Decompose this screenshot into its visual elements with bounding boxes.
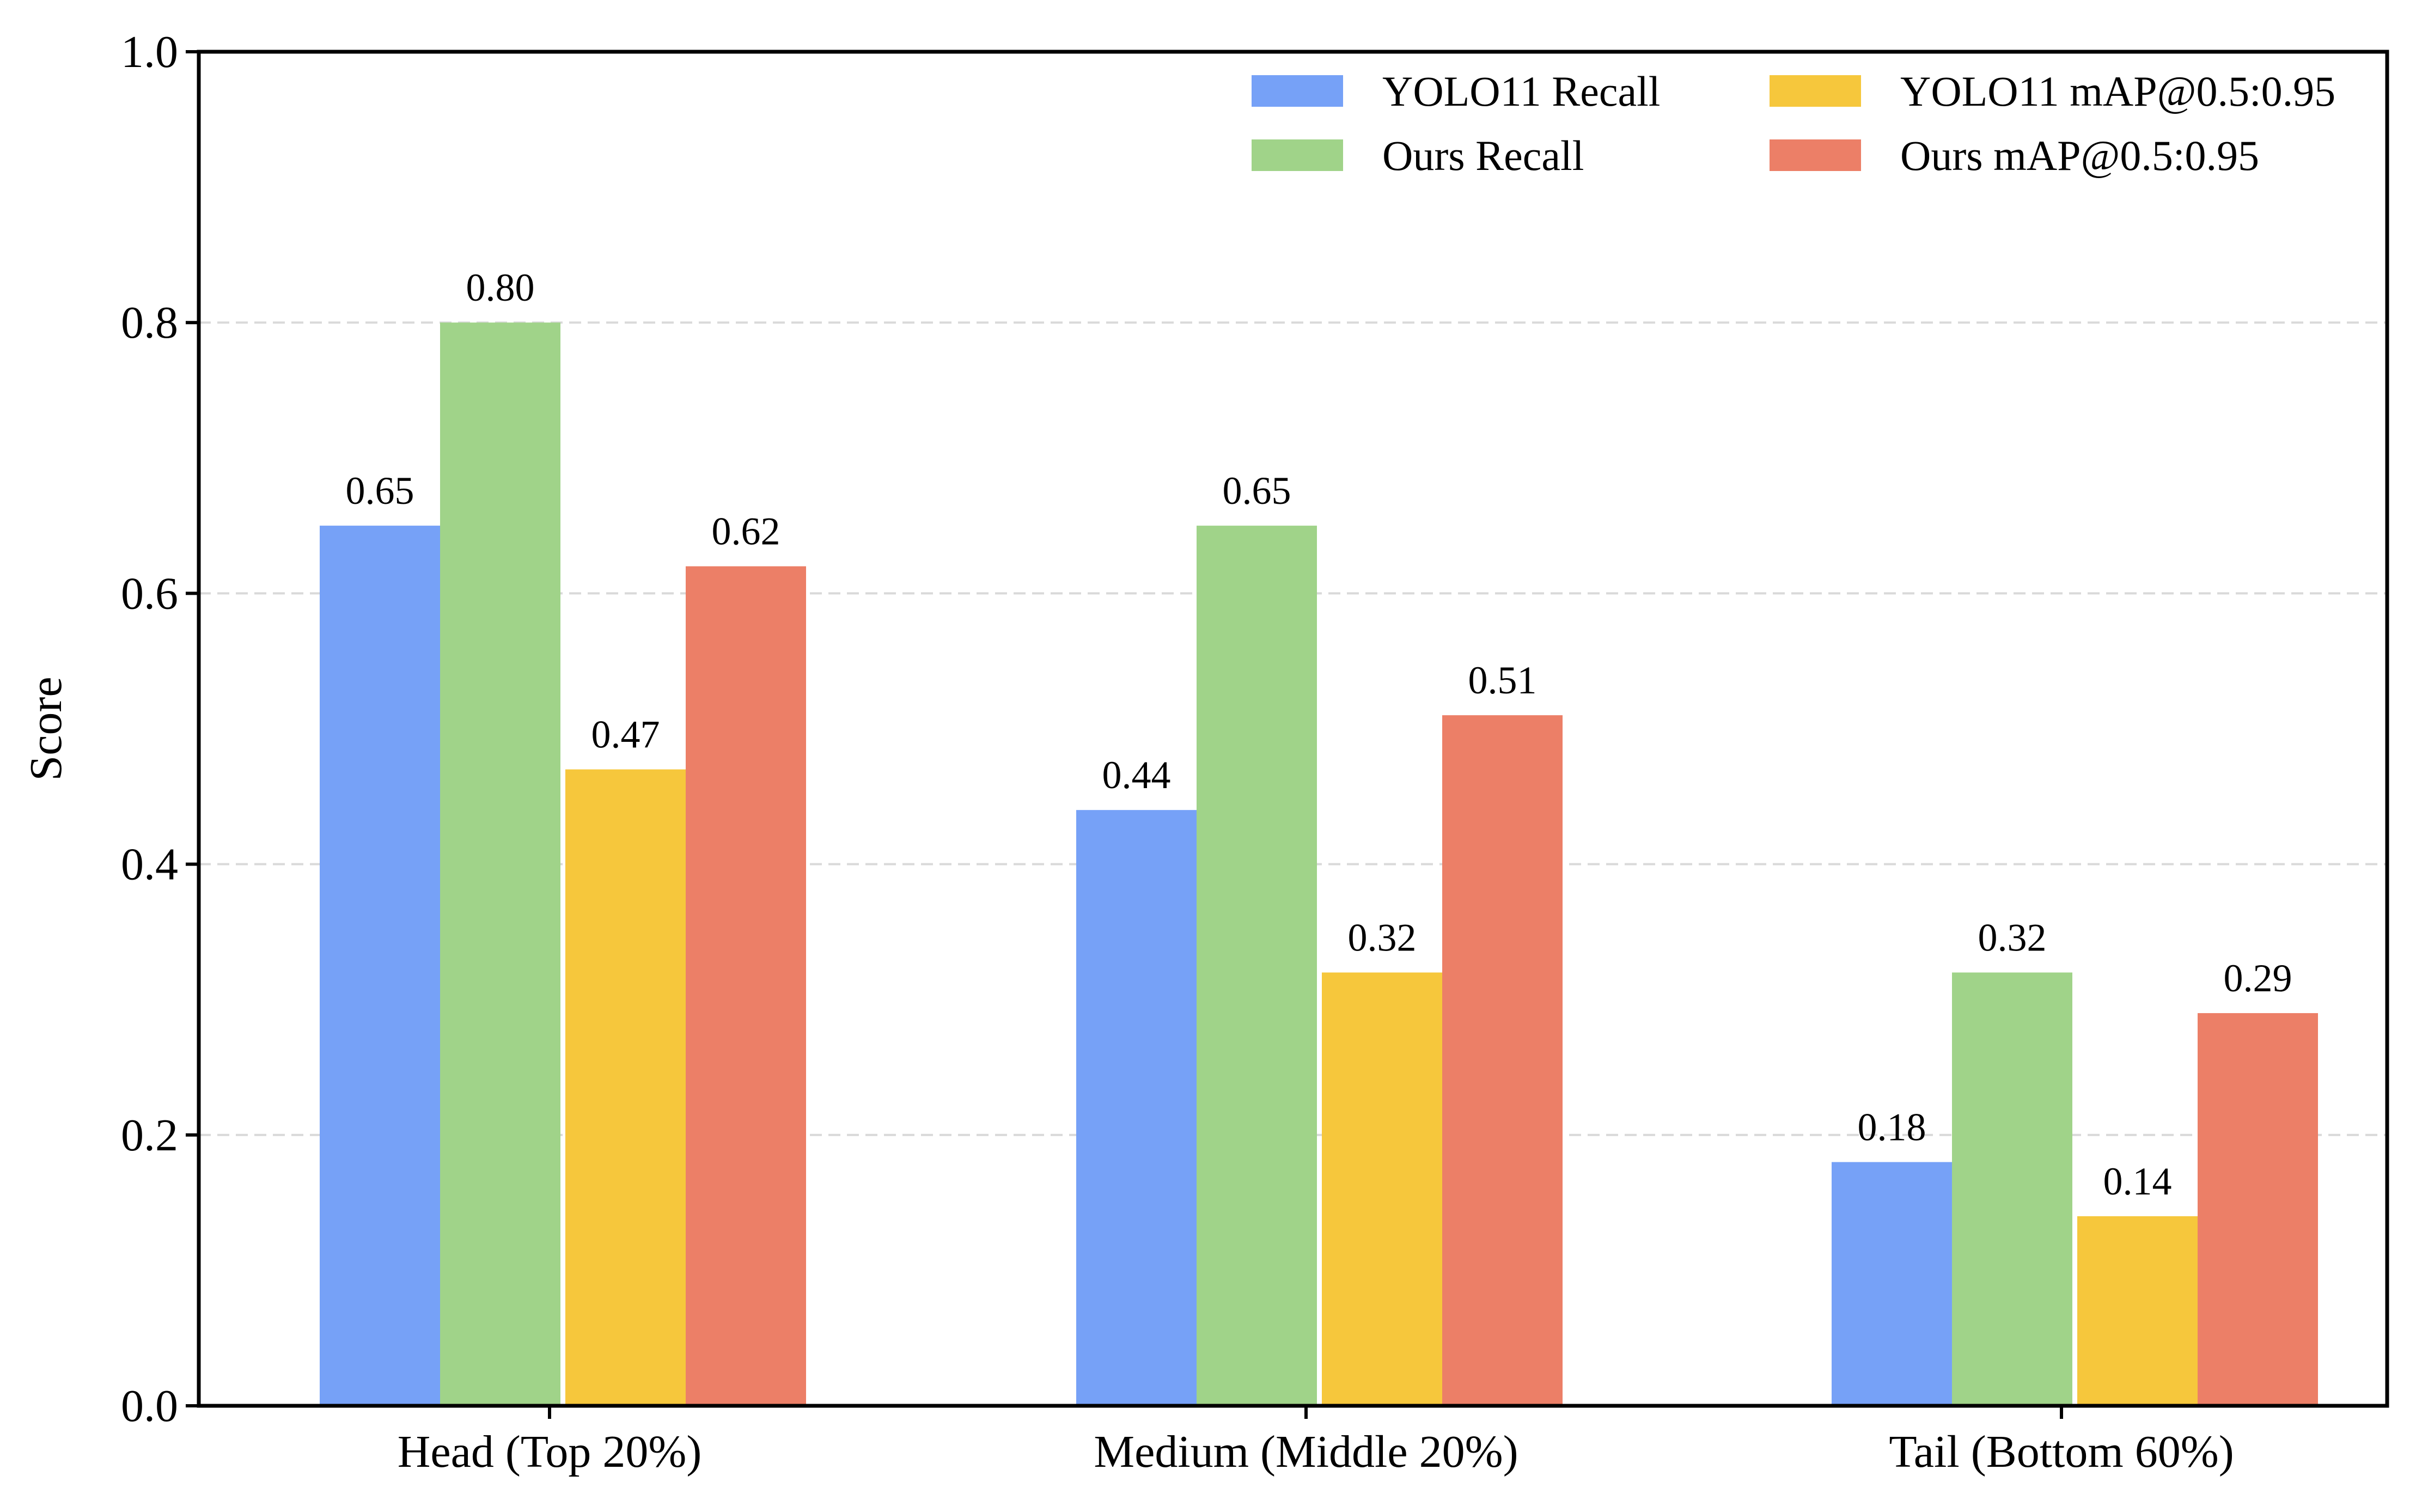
y-tick-label: 0.4 <box>121 839 178 890</box>
bar <box>1322 972 1442 1406</box>
y-tick-label: 0.0 <box>121 1381 178 1431</box>
x-axis: Head (Top 20%) Medium (Middle 20%) Tail (B… <box>398 1406 2234 1477</box>
y-axis: 0.0 0.2 0.4 0.6 0.8 1.0 <box>121 27 199 1431</box>
bar <box>2198 1013 2318 1406</box>
y-tick-label: 0.8 <box>121 297 178 348</box>
data-label: 0.32 <box>1348 916 1417 959</box>
bar <box>1197 526 1317 1406</box>
bar <box>2077 1216 2198 1406</box>
bar <box>1832 1162 1952 1406</box>
x-tick-label: Tail (Bottom 60%) <box>1889 1426 2234 1477</box>
legend-swatch <box>1770 75 1861 107</box>
data-label: 0.47 <box>591 713 660 757</box>
x-tick-label: Head (Top 20%) <box>398 1426 702 1477</box>
y-tick-label: 0.6 <box>121 568 178 619</box>
data-label: 0.65 <box>346 469 414 513</box>
legend-label: YOLO11 mAP@0.5:0.95 <box>1900 68 2335 115</box>
legend-label: Ours mAP@0.5:0.95 <box>1900 132 2259 179</box>
data-label: 0.18 <box>1858 1106 1926 1149</box>
y-axis-label: Score <box>21 676 71 781</box>
data-label: 0.29 <box>2224 956 2292 1000</box>
bar <box>320 526 440 1406</box>
bar <box>565 769 686 1406</box>
legend: YOLO11 Recall Ours Recall YOLO11 mAP@0.5:0… <box>1252 68 2335 179</box>
legend-label: YOLO11 Recall <box>1382 68 1660 115</box>
bar <box>686 566 806 1406</box>
data-label: 0.65 <box>1223 469 1291 513</box>
bar <box>440 322 560 1406</box>
data-label: 0.51 <box>1468 659 1537 702</box>
data-label: 0.62 <box>712 510 780 553</box>
legend-label: Ours Recall <box>1382 132 1584 179</box>
data-labels: 0.65 0.80 0.47 0.62 0.44 0.65 0.32 0.51 0.18 0.32… <box>346 266 2292 1203</box>
data-label: 0.80 <box>466 266 535 309</box>
y-tick-label: 0.2 <box>121 1110 178 1161</box>
bar <box>1442 715 1563 1406</box>
bars <box>320 322 2318 1406</box>
x-tick-label: Medium (Middle 20%) <box>1094 1426 1518 1477</box>
plot-frame <box>197 50 2389 1408</box>
bar <box>1952 972 2072 1406</box>
y-tick-label: 1.0 <box>121 27 178 77</box>
legend-swatch <box>1770 139 1861 171</box>
data-label: 0.14 <box>2103 1160 2172 1203</box>
legend-swatch <box>1252 139 1343 171</box>
data-label: 0.44 <box>1102 753 1171 797</box>
legend-swatch <box>1252 75 1343 107</box>
data-label: 0.32 <box>1978 916 2047 959</box>
bar <box>1076 810 1197 1406</box>
